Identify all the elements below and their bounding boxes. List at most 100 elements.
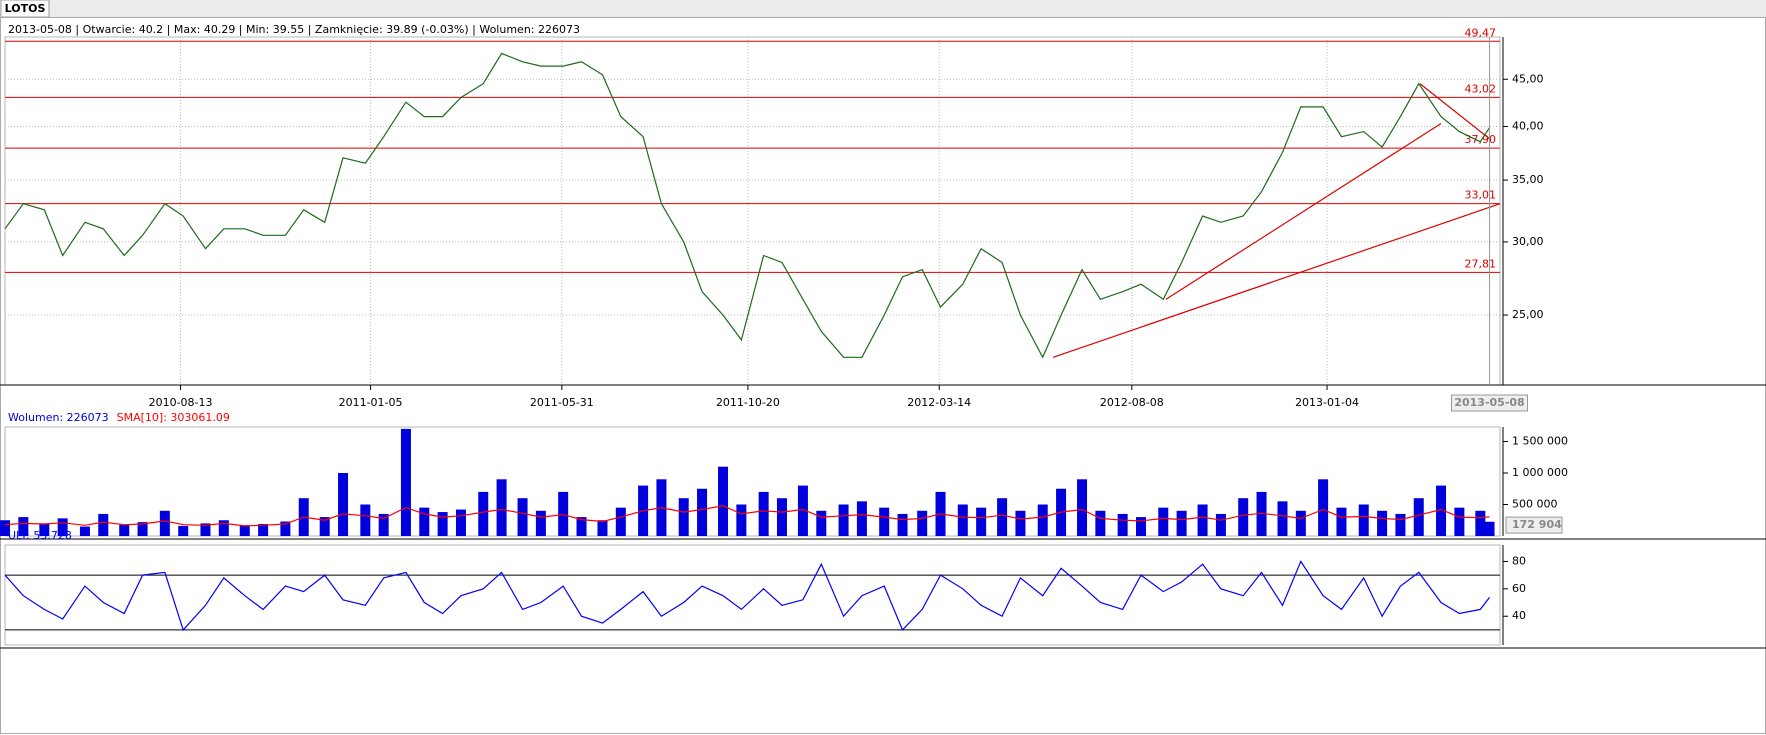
y-tick-label: 60 (1512, 582, 1526, 595)
volume-bar (1336, 507, 1347, 536)
volume-bar (1095, 510, 1106, 536)
volume-bar (400, 428, 411, 536)
volume-bar (119, 524, 130, 536)
volume-bar (200, 523, 211, 536)
volume-bar (535, 510, 546, 536)
volume-bar (897, 513, 908, 536)
volume-bar (1197, 504, 1208, 536)
y-tick-label: 1 500 000 (1512, 434, 1568, 447)
volume-bar (1158, 507, 1169, 536)
volume-bar (1295, 510, 1306, 536)
volume-bar (997, 498, 1008, 536)
level-label: 49,47 (1465, 26, 1497, 39)
volume-bar (1436, 485, 1447, 536)
volume-bar (1318, 479, 1329, 536)
volume-bar (1117, 513, 1128, 536)
volume-bar (816, 510, 827, 536)
volume-bar (1475, 510, 1486, 536)
volume-bar (736, 504, 747, 536)
level-label: 33,01 (1465, 189, 1497, 202)
volume-bar (1377, 510, 1388, 536)
volume-bar (0, 520, 10, 536)
tab-label[interactable]: LOTOS (5, 2, 46, 15)
level-label: 27,81 (1465, 257, 1497, 270)
volume-bar (576, 517, 587, 536)
y-tick-label: 40,00 (1512, 120, 1544, 133)
volume-bar (758, 491, 769, 536)
chart-frame (0, 17, 1766, 734)
series-line (4, 505, 1490, 527)
x-tick-label: 2010-08-13 (149, 396, 213, 409)
volume-bar (1037, 504, 1048, 536)
cursor-date-box (1451, 394, 1529, 412)
volume-bar (597, 520, 608, 536)
panel-frame (4, 544, 1501, 646)
volume-bar (1395, 513, 1406, 536)
volume-bar (437, 512, 448, 536)
trend-line (1165, 123, 1442, 300)
level-label: 43,02 (1465, 82, 1497, 95)
y-tick-label: 500 000 (1512, 497, 1558, 510)
volume-bar (218, 520, 229, 536)
y-tick-label: 25,00 (1512, 308, 1544, 321)
volume-bar (879, 507, 890, 536)
volume-bar (178, 525, 189, 536)
volume-bar (1358, 504, 1369, 536)
y-tick-label: 40 (1512, 609, 1526, 622)
volume-bar (137, 522, 148, 536)
volume-bar (1484, 521, 1495, 536)
volume-bar (718, 466, 729, 536)
tab-bar (0, 0, 1766, 17)
series-line (4, 560, 1490, 632)
x-tick-label: 2012-03-14 (907, 396, 971, 409)
level-label: 37,90 (1465, 133, 1497, 146)
volume-bar (856, 501, 867, 536)
volume-bar (1413, 498, 1424, 536)
cursor-value-box (1505, 516, 1563, 534)
volume-bar (976, 507, 987, 536)
x-tick-label: 2012-08-08 (1100, 396, 1164, 409)
volume-bar (496, 479, 507, 536)
volume-bar (957, 504, 968, 536)
volume-bar (917, 510, 928, 536)
y-tick-label: 35,00 (1512, 173, 1544, 186)
volume-bar (18, 517, 29, 536)
volume-bar (797, 485, 808, 536)
cursor-value-label: 172 904 (1512, 518, 1562, 531)
volume-bar (1215, 513, 1226, 536)
volume-bar (159, 510, 170, 536)
volume-bar (615, 507, 626, 536)
volume-bar (39, 523, 50, 536)
volume-bar (455, 509, 466, 536)
volume-bar (1277, 501, 1288, 536)
volume-bar (1256, 491, 1267, 536)
legend-entry: Wolumen: 226073 (8, 411, 109, 424)
volume-bar (776, 498, 787, 536)
legend-entry: ULT: 53.728 (8, 529, 72, 542)
volume-bar (280, 521, 291, 536)
volume-bar (57, 518, 68, 536)
y-tick-label: 30,00 (1512, 235, 1544, 248)
volume-bar (478, 491, 489, 536)
volume-bar (1454, 507, 1465, 536)
volume-bar (79, 526, 90, 536)
volume-bar (1015, 510, 1026, 536)
cursor-date-label: 2013-05-08 (1454, 396, 1524, 409)
volume-bar (678, 498, 689, 536)
y-tick-label: 1 000 000 (1512, 466, 1568, 479)
y-tick-label: 45,00 (1512, 72, 1544, 85)
volume-bar (1135, 517, 1146, 536)
info-line: 2013-05-08 | Otwarcie: 40.2 | Max: 40.29… (8, 23, 580, 36)
volume-bar (558, 491, 569, 536)
volume-bar (319, 517, 330, 536)
x-tick-label: 2011-01-05 (339, 396, 403, 409)
volume-bar (838, 504, 849, 536)
volume-bar (419, 507, 430, 536)
x-tick-label: 2011-10-20 (716, 396, 780, 409)
trend-line (1419, 83, 1492, 141)
volume-bar (98, 513, 109, 536)
volume-bar (258, 524, 269, 536)
volume-bar (697, 488, 708, 536)
